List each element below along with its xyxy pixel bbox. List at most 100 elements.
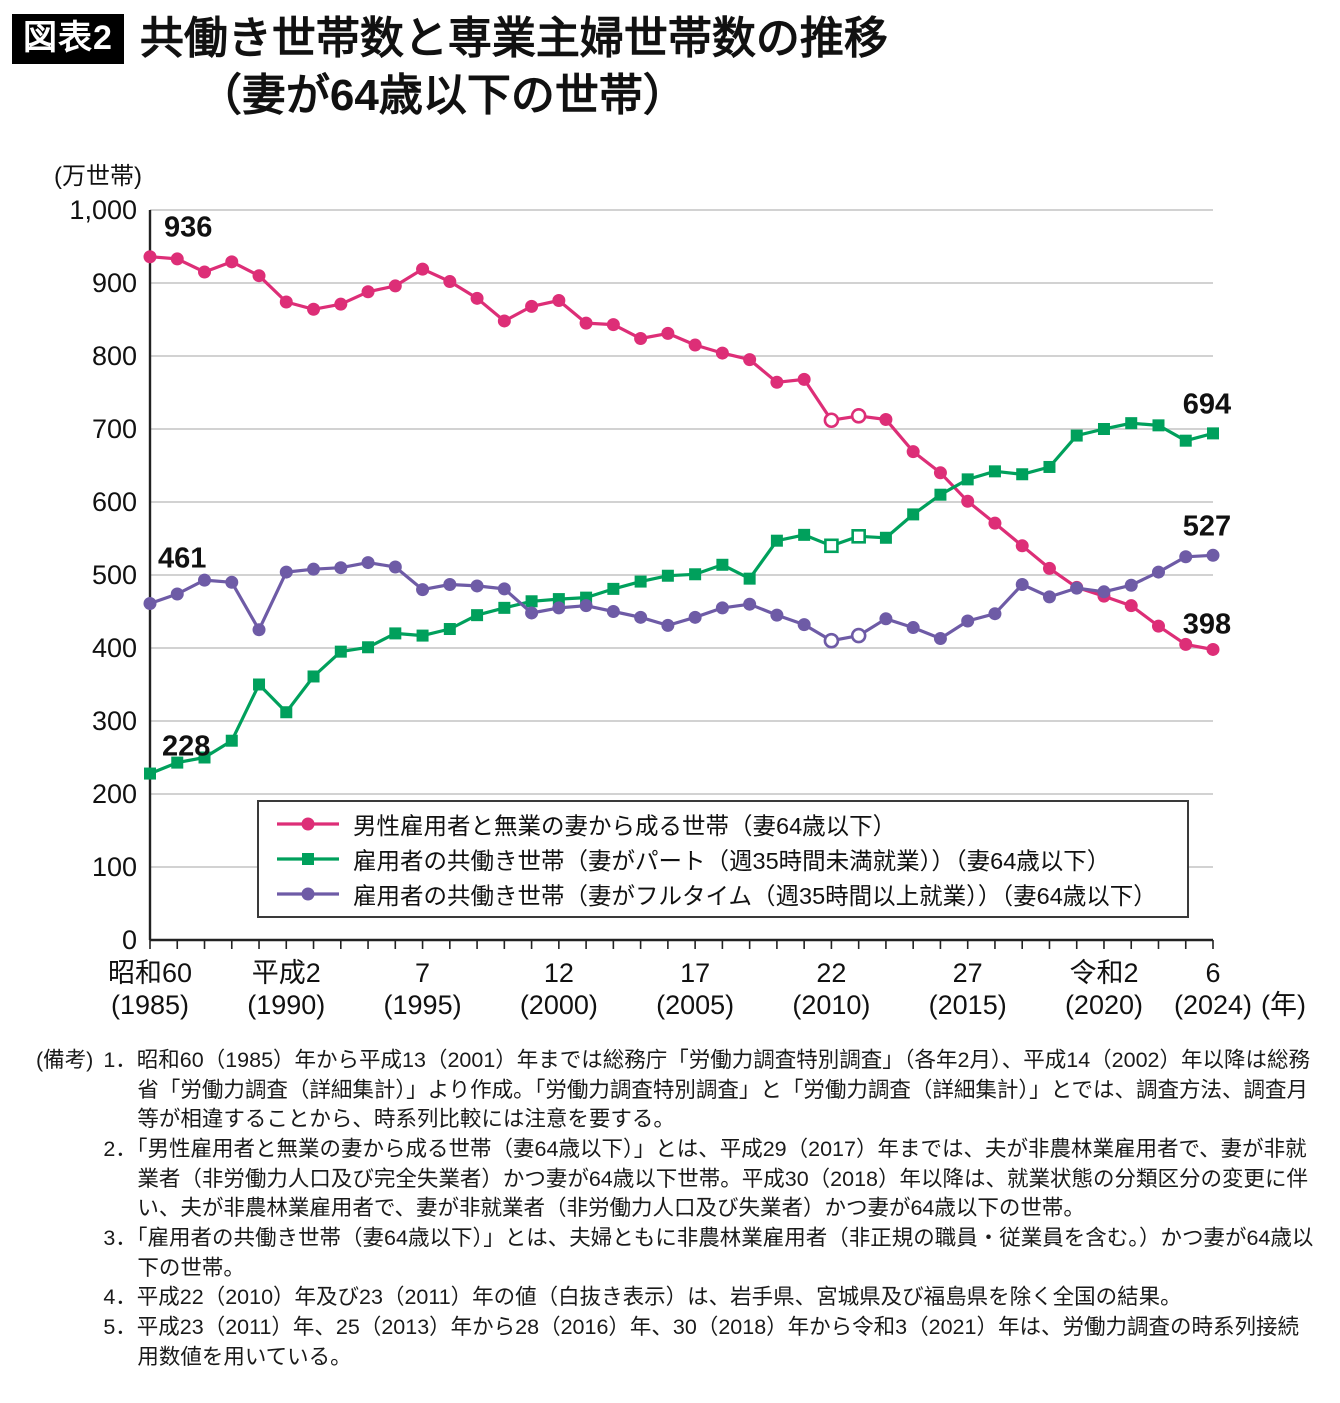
series-point-single-income xyxy=(225,255,239,269)
series-point-dual-income-part-time xyxy=(334,645,347,658)
note-item-4: 4．平成22（2010）年及び23（2011）年の値（白抜き表示）は、岩手県、宮… xyxy=(103,1285,1182,1310)
series-point-single-income xyxy=(143,250,157,264)
series-point-dual-income-full-time xyxy=(279,565,293,579)
series-point-dual-income-part-time xyxy=(634,575,647,588)
x-tick-year-label: (1985) xyxy=(111,990,189,1020)
series-point-dual-income-part-time xyxy=(1016,468,1029,481)
series-point-single-income xyxy=(688,338,702,352)
series-point-single-income xyxy=(797,372,811,386)
series-point-dual-income-full-time xyxy=(823,632,840,649)
legend-circle-marker-icon xyxy=(277,817,339,831)
series-point-dual-income-full-time xyxy=(1124,578,1138,592)
series-point-dual-income-part-time xyxy=(253,678,266,691)
figure-title: 共働き世帯数と専業主婦世帯数の推移 （妻が64歳以下の世帯） xyxy=(140,10,888,124)
series-start-value-dual-income-full-time: 461 xyxy=(158,542,206,574)
x-tick-era-label: 昭和60 xyxy=(108,958,192,988)
series-point-dual-income-full-time xyxy=(334,561,348,575)
series-point-single-income xyxy=(743,353,757,367)
series-point-single-income xyxy=(1179,637,1193,651)
series-point-single-income xyxy=(933,466,947,480)
x-tick-era-label: 令和2 xyxy=(1069,958,1138,988)
series-point-single-income xyxy=(850,408,867,424)
x-tick-era-label: 27 xyxy=(953,958,983,988)
series-point-single-income xyxy=(1124,599,1138,613)
series-point-single-income xyxy=(715,346,729,360)
series-point-single-income xyxy=(470,291,484,305)
series-point-dual-income-part-time xyxy=(743,572,756,585)
series-point-dual-income-full-time xyxy=(661,618,675,632)
note-item-1: 1．昭和60（1985）年から平成13（2001）年までは総務庁「労働力調査特別… xyxy=(103,1048,1310,1132)
series-point-dual-income-full-time xyxy=(850,627,867,644)
series-point-dual-income-full-time xyxy=(388,560,402,574)
series-point-dual-income-part-time xyxy=(389,627,402,640)
x-tick-year-label: (2015) xyxy=(929,990,1007,1020)
series-point-dual-income-part-time xyxy=(907,508,920,521)
series-point-dual-income-full-time xyxy=(1015,577,1029,591)
series-point-dual-income-full-time xyxy=(634,610,648,624)
x-tick-year-label: (2024) xyxy=(1174,990,1252,1020)
series-point-dual-income-full-time xyxy=(252,623,266,637)
series-end-value-dual-income-full-time: 527 xyxy=(1183,510,1231,542)
series-point-dual-income-full-time xyxy=(797,618,811,632)
series-point-dual-income-full-time xyxy=(198,573,212,587)
x-tick-year-label: (2005) xyxy=(656,990,734,1020)
series-point-dual-income-part-time xyxy=(525,595,538,608)
series-line-dual-income-part-time xyxy=(149,421,1214,776)
series-point-single-income xyxy=(443,275,457,289)
x-tick-year-label: (2010) xyxy=(792,990,870,1020)
series-point-dual-income-full-time xyxy=(1151,565,1165,579)
series-point-dual-income-part-time xyxy=(1070,429,1083,442)
series-point-single-income xyxy=(961,494,975,508)
series-point-dual-income-part-time xyxy=(798,528,811,541)
series-point-dual-income-full-time xyxy=(1042,590,1056,604)
figure-title-line1: 共働き世帯数と専業主婦世帯数の推移 xyxy=(139,14,888,63)
figure-badge: 図表2 xyxy=(12,14,124,64)
series-point-single-income xyxy=(525,299,539,313)
series-point-dual-income-full-time xyxy=(961,614,975,628)
series-point-single-income xyxy=(416,262,430,276)
legend-label: 男性雇用者と無業の妻から成る世帯（妻64歳以下） xyxy=(353,813,897,839)
x-tick-era-label: 17 xyxy=(680,958,710,988)
series-point-single-income xyxy=(634,331,648,345)
series-point-single-income xyxy=(823,412,840,429)
series-point-dual-income-full-time xyxy=(1070,581,1084,595)
series-point-dual-income-part-time xyxy=(988,465,1001,478)
series-point-dual-income-full-time xyxy=(416,583,430,597)
series-point-dual-income-full-time xyxy=(170,587,184,601)
series-start-value-dual-income-part-time: 228 xyxy=(162,731,210,763)
series-point-dual-income-part-time xyxy=(225,734,238,747)
x-tick-era-label: 平成2 xyxy=(252,958,321,988)
series-point-dual-income-full-time xyxy=(715,601,729,615)
series-point-dual-income-part-time xyxy=(471,609,484,622)
y-tick-label: 1,000 xyxy=(69,195,137,225)
y-tick-label: 100 xyxy=(92,852,137,882)
series-point-dual-income-part-time xyxy=(1152,419,1165,432)
series-point-single-income xyxy=(198,265,212,279)
series-point-dual-income-part-time xyxy=(607,582,620,595)
series-line-single-income xyxy=(149,255,1214,652)
y-axis-unit-label: (万世帯) xyxy=(54,163,142,190)
series-point-dual-income-part-time xyxy=(689,568,702,581)
series-point-single-income xyxy=(1042,561,1056,575)
series-point-dual-income-full-time xyxy=(307,562,321,576)
series-point-dual-income-part-time xyxy=(934,488,947,501)
notes-section: (備考) 1．昭和60（1985）年から平成13（2001）年までは総務庁「労働… xyxy=(36,1046,1320,1372)
series-point-single-income xyxy=(252,269,266,283)
legend-square-marker-icon xyxy=(277,853,339,865)
series-point-dual-income-full-time xyxy=(743,597,757,611)
series-point-dual-income-full-time xyxy=(606,605,620,618)
series-point-single-income xyxy=(307,302,321,316)
series-end-value-dual-income-part-time: 694 xyxy=(1183,388,1231,420)
series-point-dual-income-part-time xyxy=(1043,460,1056,473)
series-point-single-income xyxy=(879,413,893,427)
legend-label: 雇用者の共働き世帯（妻がフルタイム（週35時間以上就業））（妻64歳以下） xyxy=(353,883,1157,909)
x-tick-year-label: (2020) xyxy=(1065,990,1143,1020)
series-point-dual-income-part-time xyxy=(498,601,511,614)
series-point-dual-income-part-time xyxy=(1207,427,1219,440)
x-tick-year-label: (1990) xyxy=(247,990,325,1020)
series-point-dual-income-part-time xyxy=(824,538,839,554)
series-point-single-income xyxy=(1151,619,1165,633)
series-point-dual-income-full-time xyxy=(770,608,784,622)
series-point-single-income xyxy=(988,516,1002,530)
y-tick-label: 600 xyxy=(92,487,137,517)
